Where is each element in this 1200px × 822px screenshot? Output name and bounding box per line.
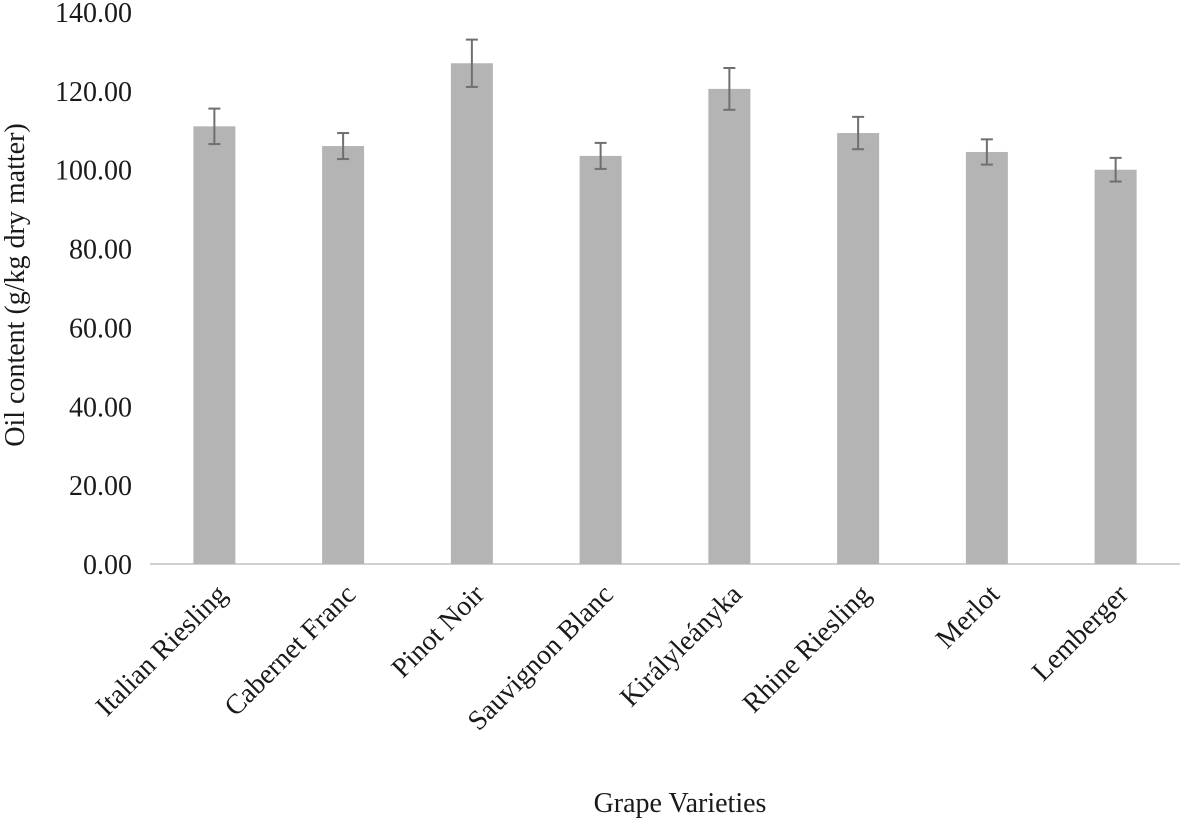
error-bar <box>594 141 607 170</box>
x-axis-title: Grape Varieties <box>594 788 767 819</box>
x-category-label: Lemberger <box>1026 579 1135 688</box>
bar <box>837 133 880 564</box>
x-category-label: Italian Riesling <box>90 579 233 722</box>
x-category-label: Cabernet Franc <box>219 579 362 722</box>
bar <box>965 151 1008 564</box>
x-category-label: Királyleányka <box>614 579 748 713</box>
error-bar <box>852 115 865 151</box>
error-bar <box>723 66 736 111</box>
x-category-label: Merlot <box>930 579 1006 655</box>
y-tick-label: 40.00 <box>69 392 132 423</box>
error-bar <box>980 138 993 166</box>
x-category-label: Rhine Riesling <box>737 579 877 719</box>
bar <box>450 63 493 564</box>
bars <box>193 63 1137 565</box>
y-tick-label: 20.00 <box>69 471 132 502</box>
y-axis-ticks: 0.00 20.00 40.00 60.00 80.00 100.00 120.00 140.… <box>55 0 132 581</box>
error-bar <box>337 132 350 161</box>
y-tick-label: 100.00 <box>55 156 132 187</box>
y-tick-label: 80.00 <box>69 235 132 266</box>
bar <box>322 146 365 565</box>
bar <box>708 88 751 564</box>
y-tick-label: 140.00 <box>55 0 132 29</box>
error-bars <box>208 38 1122 183</box>
error-bar <box>1109 156 1122 183</box>
y-tick-label: 60.00 <box>69 313 132 344</box>
y-tick-label: 0.00 <box>83 550 132 581</box>
x-category-label: Pinot Noir <box>386 579 491 684</box>
bar <box>1094 169 1137 564</box>
bar <box>579 155 622 564</box>
bar <box>193 126 236 564</box>
error-bar <box>465 38 478 88</box>
y-tick-label: 120.00 <box>55 77 132 108</box>
error-bar <box>208 107 221 146</box>
y-axis-title: Oil content (g/kg dry matter) <box>0 123 31 446</box>
